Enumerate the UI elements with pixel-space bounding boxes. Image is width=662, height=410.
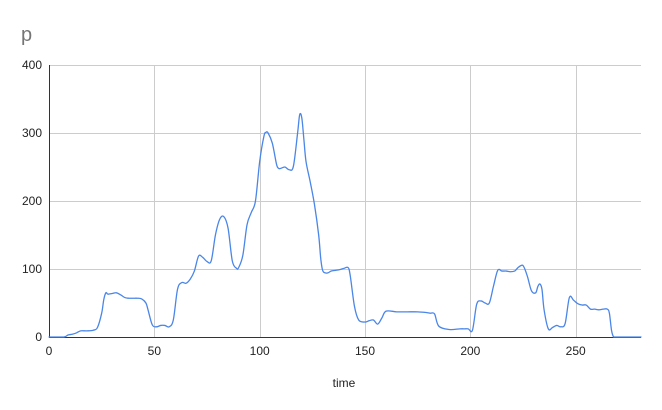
chart-title: p [21, 24, 32, 46]
axes [49, 65, 641, 338]
x-tick-label: 100 [250, 344, 270, 358]
y-tick-label: 0 [35, 330, 42, 344]
x-tick-label: 0 [46, 344, 53, 358]
x-axis-title: time [333, 376, 356, 390]
x-tick-label: 200 [460, 344, 480, 358]
series-line [48, 112, 642, 338]
y-tick-label: 400 [22, 58, 42, 72]
series-layer [48, 112, 642, 338]
grid-lines [49, 65, 641, 337]
tick-labels: 0 100 200 300 400 0 50 100 150 200 250 [22, 58, 586, 358]
y-tick-label: 300 [22, 126, 42, 140]
y-tick-label: 200 [22, 194, 42, 208]
x-tick-label: 250 [566, 344, 586, 358]
x-tick-label: 150 [355, 344, 375, 358]
y-tick-label: 100 [22, 262, 42, 276]
x-tick-label: 50 [148, 344, 162, 358]
